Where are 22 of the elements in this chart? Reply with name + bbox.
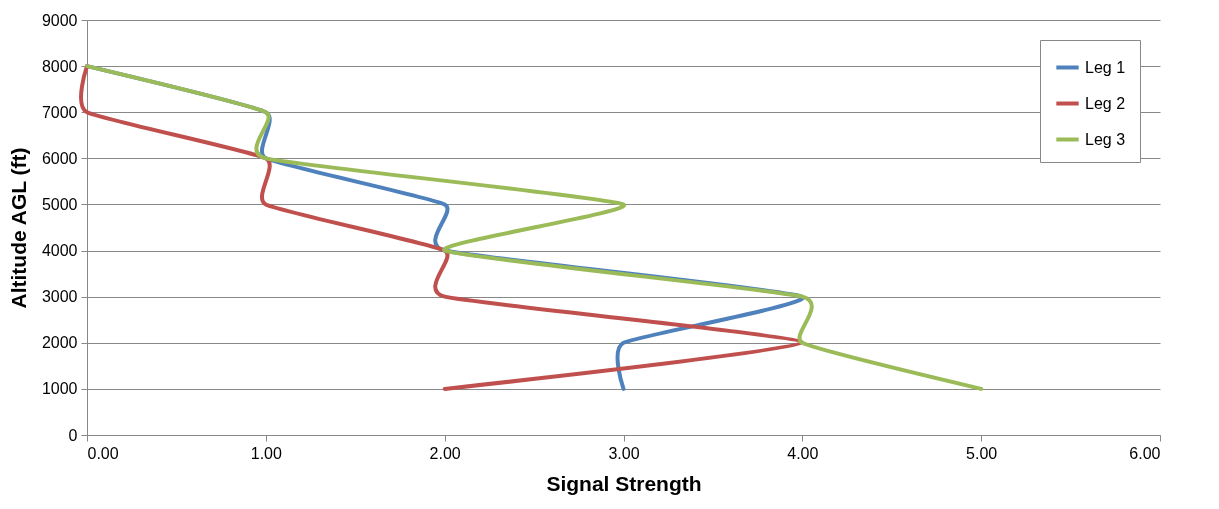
x-tick-label: 4.00 bbox=[787, 444, 819, 462]
x-axis-title: Signal Strength bbox=[546, 471, 702, 495]
x-tick-label: 3.00 bbox=[608, 444, 640, 462]
y-tick-label: 8000 bbox=[41, 57, 78, 75]
y-tick-label: 3000 bbox=[41, 288, 78, 306]
legend-label: Leg 3 bbox=[1085, 130, 1126, 148]
x-tick-label: 1.00 bbox=[250, 444, 283, 462]
y-tick-label: 0 bbox=[68, 426, 78, 444]
y-axis-title: Altitude AGL (ft) bbox=[6, 147, 30, 309]
y-tick-label: 1000 bbox=[41, 380, 78, 398]
y-tick-label: 7000 bbox=[41, 103, 78, 121]
x-tick-label: 0.00 bbox=[87, 444, 119, 462]
y-tick-label: 9000 bbox=[41, 11, 78, 29]
x-tick-label: 2.00 bbox=[429, 444, 461, 462]
y-tick-label: 2000 bbox=[41, 334, 78, 352]
y-tick-label: 5000 bbox=[41, 195, 78, 213]
y-tick-label: 4000 bbox=[41, 242, 78, 260]
legend-label: Leg 2 bbox=[1085, 94, 1126, 112]
y-tick-label: 6000 bbox=[41, 149, 78, 167]
legend-label: Leg 1 bbox=[1085, 58, 1126, 76]
x-tick-label: 6.00 bbox=[1129, 444, 1161, 462]
x-tick-label: 5.00 bbox=[966, 444, 998, 462]
